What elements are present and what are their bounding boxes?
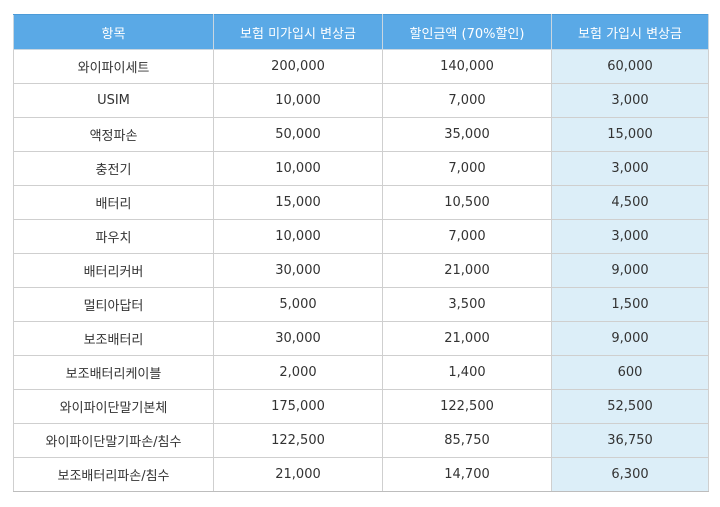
cell-discount-amount: 21,000 bbox=[382, 321, 552, 356]
table-row: 파우치 10,000 7,000 3,000 bbox=[13, 219, 709, 254]
cell-discount-amount: 140,000 bbox=[382, 49, 552, 84]
compensation-table: 항목 보험 미가입시 변상금 할인금액 (70%할인) 보험 가입시 변상금 와… bbox=[13, 14, 709, 492]
cell-insured-compensation: 6,300 bbox=[551, 457, 709, 492]
header-row: 항목 보험 미가입시 변상금 할인금액 (70%할인) 보험 가입시 변상금 bbox=[13, 14, 709, 50]
table-row: 보조배터리파손/침수 21,000 14,700 6,300 bbox=[13, 457, 709, 492]
table-row: 액정파손 50,000 35,000 15,000 bbox=[13, 117, 709, 152]
cell-discount-amount: 1,400 bbox=[382, 355, 552, 390]
cell-item: 보조배터리케이블 bbox=[13, 355, 214, 390]
table-row: 보조배터리 30,000 21,000 9,000 bbox=[13, 321, 709, 356]
cell-item: 배터리커버 bbox=[13, 253, 214, 288]
cell-insured-compensation: 3,000 bbox=[551, 219, 709, 254]
cell-insured-compensation: 60,000 bbox=[551, 49, 709, 84]
cell-item: 액정파손 bbox=[13, 117, 214, 152]
cell-uninsured-compensation: 175,000 bbox=[213, 389, 383, 424]
cell-uninsured-compensation: 30,000 bbox=[213, 321, 383, 356]
cell-insured-compensation: 9,000 bbox=[551, 321, 709, 356]
cell-item: 와이파이세트 bbox=[13, 49, 214, 84]
cell-item: 배터리 bbox=[13, 185, 214, 220]
cell-uninsured-compensation: 50,000 bbox=[213, 117, 383, 152]
cell-insured-compensation: 600 bbox=[551, 355, 709, 390]
cell-insured-compensation: 3,000 bbox=[551, 83, 709, 118]
cell-discount-amount: 10,500 bbox=[382, 185, 552, 220]
cell-item: USIM bbox=[13, 83, 214, 118]
compensation-table-container: 항목 보험 미가입시 변상금 할인금액 (70%할인) 보험 가입시 변상금 와… bbox=[13, 14, 709, 492]
header-item: 항목 bbox=[13, 14, 214, 50]
cell-insured-compensation: 1,500 bbox=[551, 287, 709, 322]
table-row: 와이파이단말기본체 175,000 122,500 52,500 bbox=[13, 389, 709, 424]
cell-uninsured-compensation: 21,000 bbox=[213, 457, 383, 492]
cell-discount-amount: 7,000 bbox=[382, 219, 552, 254]
table-row: 배터리 15,000 10,500 4,500 bbox=[13, 185, 709, 220]
cell-item: 충전기 bbox=[13, 151, 214, 186]
cell-uninsured-compensation: 200,000 bbox=[213, 49, 383, 84]
table-row: 와이파이세트 200,000 140,000 60,000 bbox=[13, 49, 709, 84]
cell-uninsured-compensation: 2,000 bbox=[213, 355, 383, 390]
cell-uninsured-compensation: 122,500 bbox=[213, 423, 383, 458]
cell-uninsured-compensation: 10,000 bbox=[213, 219, 383, 254]
table-row: 멀티아답터 5,000 3,500 1,500 bbox=[13, 287, 709, 322]
cell-insured-compensation: 9,000 bbox=[551, 253, 709, 288]
cell-discount-amount: 7,000 bbox=[382, 151, 552, 186]
cell-item: 파우치 bbox=[13, 219, 214, 254]
table-row: 충전기 10,000 7,000 3,000 bbox=[13, 151, 709, 186]
cell-discount-amount: 7,000 bbox=[382, 83, 552, 118]
cell-uninsured-compensation: 10,000 bbox=[213, 151, 383, 186]
cell-discount-amount: 85,750 bbox=[382, 423, 552, 458]
cell-insured-compensation: 4,500 bbox=[551, 185, 709, 220]
cell-uninsured-compensation: 15,000 bbox=[213, 185, 383, 220]
cell-item: 와이파이단말기본체 bbox=[13, 389, 214, 424]
cell-item: 보조배터리파손/침수 bbox=[13, 457, 214, 492]
cell-item: 멀티아답터 bbox=[13, 287, 214, 322]
table-row: 와이파이단말기파손/침수 122,500 85,750 36,750 bbox=[13, 423, 709, 458]
cell-insured-compensation: 52,500 bbox=[551, 389, 709, 424]
header-uninsured-compensation: 보험 미가입시 변상금 bbox=[213, 14, 383, 50]
cell-discount-amount: 122,500 bbox=[382, 389, 552, 424]
table-body: 와이파이세트 200,000 140,000 60,000 USIM 10,000 7,00… bbox=[13, 49, 709, 492]
header-insured-compensation: 보험 가입시 변상금 bbox=[551, 14, 709, 50]
cell-insured-compensation: 3,000 bbox=[551, 151, 709, 186]
cell-discount-amount: 35,000 bbox=[382, 117, 552, 152]
cell-discount-amount: 21,000 bbox=[382, 253, 552, 288]
cell-insured-compensation: 15,000 bbox=[551, 117, 709, 152]
table-row: USIM 10,000 7,000 3,000 bbox=[13, 83, 709, 118]
table-row: 보조배터리케이블 2,000 1,400 600 bbox=[13, 355, 709, 390]
header-discount-amount: 할인금액 (70%할인) bbox=[382, 14, 552, 50]
cell-uninsured-compensation: 30,000 bbox=[213, 253, 383, 288]
cell-discount-amount: 3,500 bbox=[382, 287, 552, 322]
cell-item: 보조배터리 bbox=[13, 321, 214, 356]
cell-uninsured-compensation: 10,000 bbox=[213, 83, 383, 118]
cell-discount-amount: 14,700 bbox=[382, 457, 552, 492]
table-header: 항목 보험 미가입시 변상금 할인금액 (70%할인) 보험 가입시 변상금 bbox=[13, 14, 709, 50]
cell-item: 와이파이단말기파손/침수 bbox=[13, 423, 214, 458]
table-row: 배터리커버 30,000 21,000 9,000 bbox=[13, 253, 709, 288]
cell-uninsured-compensation: 5,000 bbox=[213, 287, 383, 322]
cell-insured-compensation: 36,750 bbox=[551, 423, 709, 458]
